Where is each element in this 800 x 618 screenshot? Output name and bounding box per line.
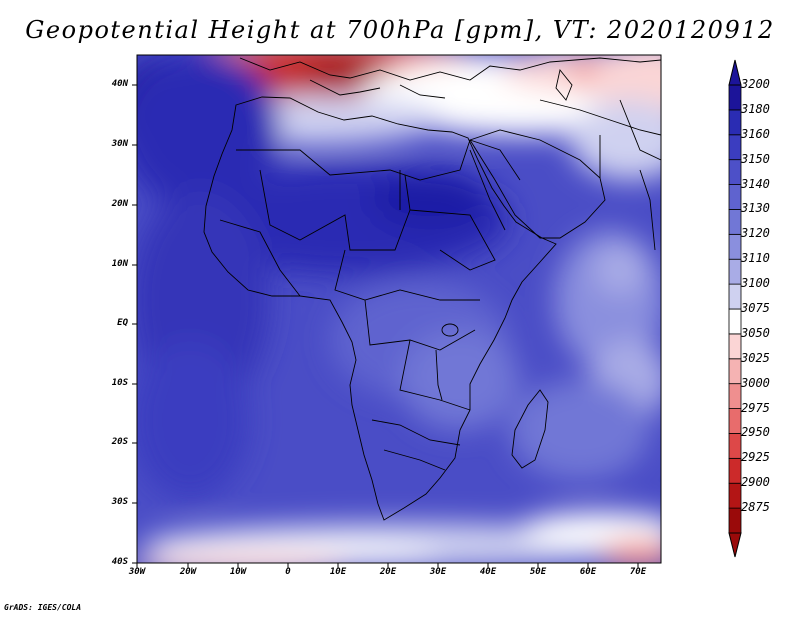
colorbar-level-label: 3150: [741, 151, 770, 166]
colorbar-swatch: [728, 308, 742, 335]
colorbar-level-label: 3160: [741, 126, 770, 141]
colorbar-swatch: [728, 457, 742, 484]
colorbar-swatch: [728, 184, 742, 210]
lat-label: 30S: [111, 497, 128, 507]
lon-label: 70E: [629, 567, 647, 577]
colorbar-level-label: 3050: [741, 325, 770, 340]
lat-label: 30N: [111, 139, 128, 149]
colorbar-level-label: 3140: [741, 176, 770, 191]
lat-label: 40S: [111, 557, 128, 567]
colorbar-level-label: 3120: [741, 226, 770, 241]
colorbar-swatch: [728, 84, 742, 111]
colorbar-swatch: [728, 433, 742, 459]
colorbar-swatch: [728, 283, 742, 310]
colorbar-swatch: [728, 134, 742, 161]
lat-label: 20S: [111, 437, 128, 447]
colorbar-level-label: 3000: [741, 375, 770, 390]
colorbar-bottom-arrow: [728, 532, 742, 558]
map-title: Geopotential Height at 700hPa [gpm], VT:…: [25, 16, 775, 44]
axis-ticks: [132, 84, 639, 568]
colorbar-level-label: 3200: [741, 77, 770, 91]
lon-label: 20E: [379, 567, 397, 577]
lon-label: 10W: [229, 567, 247, 577]
colorbar-swatch: [728, 333, 742, 360]
plot-frame: [136, 54, 662, 564]
colorbar: [728, 59, 742, 558]
colorbar-swatch: [728, 482, 742, 509]
africa-coast: [203, 96, 557, 521]
colorbar-swatch: [728, 507, 742, 534]
lat-label: 10N: [111, 259, 128, 269]
colorbar-level-label: 2950: [741, 425, 770, 440]
lon-label: 50E: [529, 567, 547, 577]
lon-label: 30W: [128, 567, 146, 577]
height-field: [137, 55, 661, 563]
lat-label: 40N: [111, 79, 128, 89]
lon-label: 30E: [429, 567, 447, 577]
colorbar-swatch: [728, 408, 742, 434]
colorbar-level-label: 3075: [741, 301, 770, 315]
colorbar-swatch: [728, 383, 742, 409]
arabia-coast: [469, 129, 606, 239]
lon-label: 20W: [179, 567, 197, 577]
colorbar-level-label: 2875: [741, 500, 770, 515]
colorbar-swatch: [728, 109, 742, 136]
colorbar-level-label: 2900: [741, 475, 770, 490]
madagascar-coast: [511, 389, 549, 469]
colorbar-swatch: [728, 233, 742, 260]
colorbar-level-label: 3130: [741, 201, 770, 216]
lat-label: EQ: [117, 318, 128, 328]
colorbar-swatch: [728, 159, 742, 185]
colorbar-level-label: 3110: [741, 251, 770, 266]
colorbar-swatch: [728, 209, 742, 235]
colorbar-swatch: [728, 258, 742, 285]
lon-label: 60E: [579, 567, 597, 577]
lon-label: 0: [285, 567, 291, 577]
colorbar-level-label: 3025: [741, 350, 770, 365]
colorbar-level-label: 3180: [741, 101, 770, 116]
lon-label: 40E: [479, 567, 497, 577]
europe-coast: [239, 57, 661, 81]
lat-label: 20N: [111, 199, 128, 209]
lat-label: 10S: [111, 378, 128, 388]
colorbar-level-label: 2925: [741, 450, 770, 465]
colorbar-level-label: 3100: [741, 276, 770, 291]
colorbar-swatch: [728, 358, 742, 385]
coastlines: [203, 57, 661, 521]
colorbar-level-label: 2975: [741, 400, 770, 415]
colorbar-top-arrow: [728, 59, 742, 86]
lon-label: 10E: [329, 567, 347, 577]
footer-credit: GrADS: IGES/COLA: [4, 603, 82, 612]
